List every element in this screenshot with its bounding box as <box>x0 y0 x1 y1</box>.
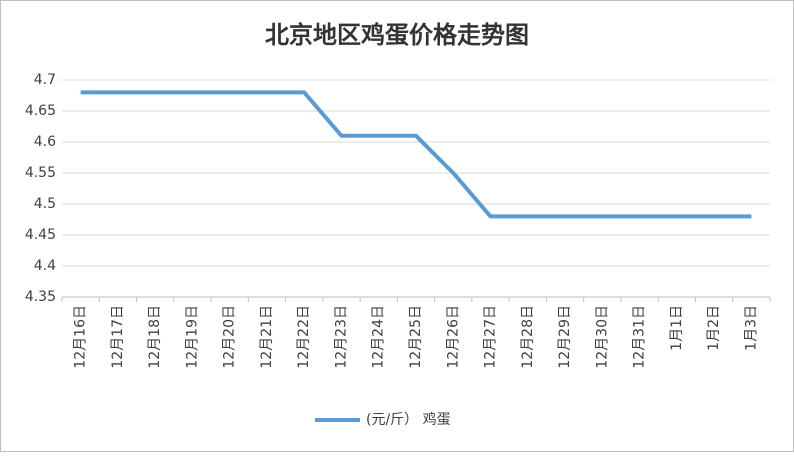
y-tick-label: 4.55 <box>25 165 56 181</box>
x-tick-label: 12月23日 <box>333 305 349 369</box>
x-tick-label: 1月2日 <box>706 305 722 351</box>
y-tick-label: 4.5 <box>34 196 56 212</box>
x-tick-label: 1月1日 <box>669 305 685 351</box>
x-tick-label: 12月25日 <box>408 305 424 369</box>
x-tick-label: 12月27日 <box>483 305 499 369</box>
data-line <box>80 90 752 219</box>
y-tick-label: 4.6 <box>34 134 56 150</box>
x-tick-label: 12月16日 <box>73 305 89 369</box>
x-tick-label: 1月3日 <box>743 305 759 351</box>
x-tick-label: 12月29日 <box>557 305 573 369</box>
y-tick-label: 4.35 <box>25 289 56 305</box>
legend-label: (元/斤） 鸡蛋 <box>366 411 451 428</box>
x-tick-label: 12月31日 <box>632 305 648 369</box>
x-tick-label: 12月24日 <box>371 305 387 369</box>
x-tick-label: 12月30日 <box>594 305 610 369</box>
chart-title: 北京地区鸡蛋价格走势图 <box>265 21 529 49</box>
x-tick-label: 12月18日 <box>147 305 163 369</box>
x-tick-label: 12月21日 <box>259 305 275 369</box>
x-tick-label: 12月19日 <box>184 305 200 369</box>
x-tick-label: 12月28日 <box>520 305 536 369</box>
y-tick-label: 4.45 <box>25 227 56 243</box>
y-tick-label: 4.65 <box>25 103 56 119</box>
x-tick-label: 12月22日 <box>296 305 312 369</box>
y-tick-label: 4.4 <box>34 258 56 274</box>
x-tick-label: 12月26日 <box>445 305 461 369</box>
x-tick-label: 12月17日 <box>110 305 126 369</box>
y-tick-label: 4.7 <box>34 72 56 88</box>
x-tick-label: 12月20日 <box>222 305 238 369</box>
